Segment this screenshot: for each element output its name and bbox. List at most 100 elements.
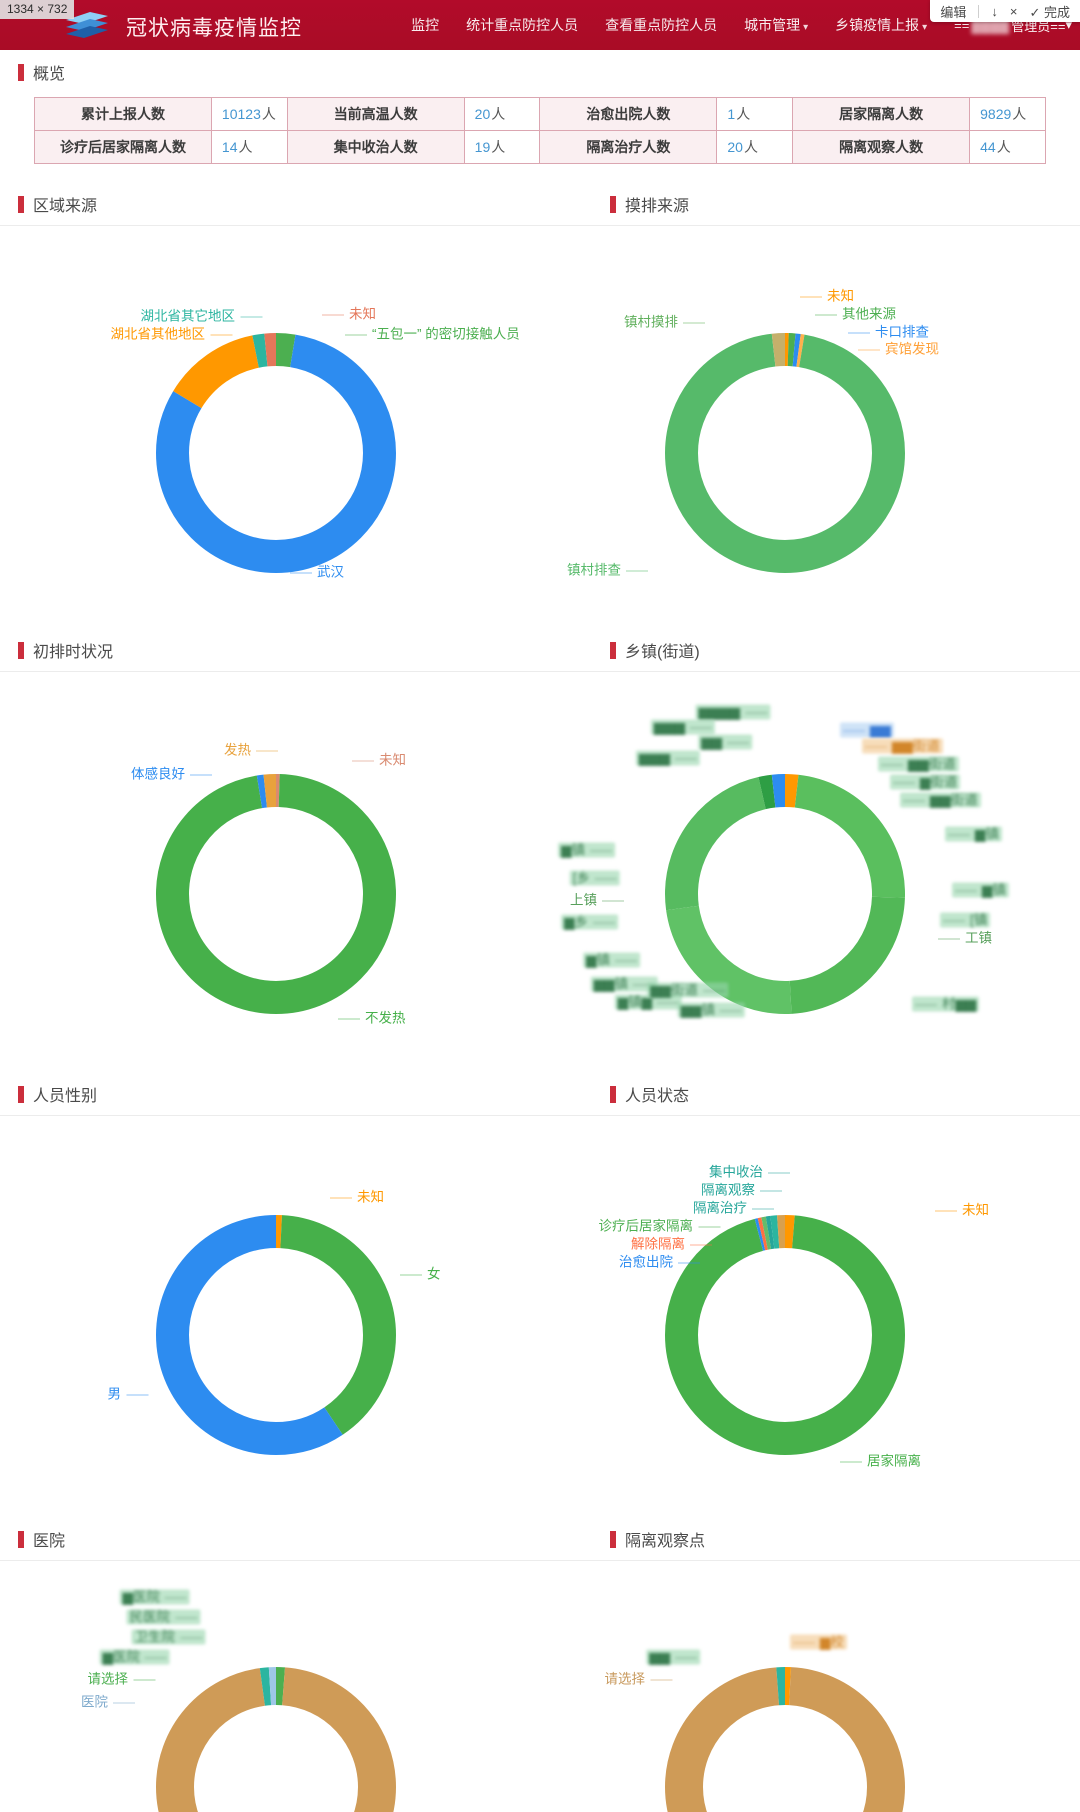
nav-item[interactable]: 监控 [411, 17, 440, 33]
chart-label: ▆镇 [583, 952, 640, 968]
close-button[interactable]: × [1009, 3, 1018, 19]
chart-label: 医院 [81, 1695, 135, 1710]
chart-label: “五包一” 的密切接触人员 [345, 327, 520, 342]
chevron-down-icon: ▾ [1065, 17, 1072, 32]
donut-chart-隔离观察点[interactable]: ▆▆ ▆校 请选择 [540, 1561, 1080, 1812]
chart-label: 湖北省其他地区 [111, 327, 233, 342]
chart-label: 集中收治 [709, 1165, 790, 1180]
section-title: 隔离观察点 [625, 1533, 706, 1550]
chart-label: ▆▆▆ [650, 719, 715, 735]
chart-label: 未知 [352, 753, 406, 768]
chart-label: 发热 [224, 743, 278, 758]
section-title: 医院 [33, 1533, 66, 1550]
section-bar [18, 641, 24, 659]
chart-label: ▆▆镇 [590, 976, 658, 992]
chart-label: ▆▆ [646, 1649, 700, 1665]
section-bar [610, 1085, 616, 1103]
donut-chart-医院[interactable]: ▆医院 民医院 卫生院 ▆医院 请选择 医院 [0, 1561, 540, 1812]
chart-row: ▆医院 民医院 卫生院 ▆医院 请选择 医院 ▆▆ ▆校 请选择 [0, 1561, 1080, 1812]
nav-item[interactable]: 城市管理 ▾ [744, 17, 809, 33]
edit-toolbar: 编辑 ↓ × ✓ 完成 [930, 0, 1080, 22]
section-title: 乡镇(街道) [625, 644, 700, 661]
donut-ring [156, 1215, 396, 1455]
stat-value: 20人 [463, 97, 541, 131]
chart-label: 未知 [800, 289, 854, 304]
chart-label: ▆街道 [890, 774, 961, 790]
donut-chart-人员性别[interactable]: 未知女男 [0, 1116, 540, 1499]
chart-label: 上镇 [570, 893, 624, 908]
section-header: 医院 [0, 1527, 540, 1551]
chart-label: 湖北省其它地区 [141, 309, 263, 324]
chart-label: ▆▆▆ [635, 750, 700, 766]
donut-ring [665, 1667, 905, 1812]
stat-value: 44人 [969, 130, 1046, 164]
section-title: 摸排来源 [625, 198, 690, 215]
chart-label: ▆医院 [99, 1649, 170, 1665]
stat-label: 累计上报人数 [34, 97, 212, 131]
stat-label: 当前高温人数 [286, 97, 465, 131]
chart-label: 隔离观察 [701, 1183, 782, 1198]
donut-chart-人员状态[interactable]: 集中收治 隔离观察 隔离治疗 诊疗后居家隔离 解除隔离 治愈出院 未知 居家隔离 [540, 1116, 1080, 1499]
charts-area: 区域来源 摸排来源 湖北省其它地区 湖北省其他地区 未知 “五包一” 的密切接触人员 武汉镇… [0, 192, 1080, 1812]
donut-chart-初排时状况[interactable]: 发热 体感良好 未知不发热 [0, 672, 540, 1054]
stat-label: 治愈出院人数 [539, 97, 718, 131]
chart-row: 发热 体感良好 未知 不发热 ▆▆▆▆ ▆▆▆ ▆▆ ▆▆▆ ▆▆ ▆▆街道 ▆▆街道 ▆街道 ▆▆街道… [0, 672, 1080, 1054]
overview-header: 概览 [18, 60, 1062, 84]
chart-label: 镇村摸排 [624, 315, 705, 330]
nav-item[interactable]: 乡镇疫情上报 ▾ [835, 17, 928, 33]
chart-label: ▆▆镇 [677, 1002, 745, 1018]
chart-label: 镇村排查 [567, 563, 648, 578]
section-title: 人员性别 [33, 1088, 98, 1105]
table-row: 累计上报人数 10123人 当前高温人数 20人 治愈出院人数 1人 居家隔离人数 9829人 [34, 97, 1046, 131]
chart-row: 湖北省其它地区 湖北省其他地区 未知 “五包一” 的密切接触人员 武汉 镇村摸排 未知 其他来… [0, 226, 1080, 610]
stat-value: 10123人 [210, 97, 288, 131]
section-header: 摸排来源 [540, 192, 1080, 216]
donut-chart-乡镇(街道)[interactable]: ▆▆▆▆ ▆▆▆ ▆▆ ▆▆▆ ▆▆ ▆▆街道 ▆▆街道 ▆街道 ▆▆街道 ▆镇 ▆镇 [镇 工镇 ▆镇[… [540, 672, 1080, 1054]
section-bar [18, 1530, 24, 1548]
section-header: 隔离观察点 [540, 1527, 1080, 1551]
edit-button[interactable]: 编辑 [940, 4, 967, 20]
donut-chart-区域来源[interactable]: 湖北省其它地区 湖北省其他地区 未知 “五包一” 的密切接触人员 武汉 [0, 226, 540, 610]
chart-label: ▆▆街道 [862, 738, 943, 754]
stat-label: 隔离治疗人数 [539, 130, 718, 164]
chart-row: 未知女男 集中收治 隔离观察 隔离治疗 诊疗后居家隔离 解除隔离 治愈出院 未知 居家隔离 [0, 1116, 1080, 1499]
image-size-badge: 1334 × 732 [0, 0, 75, 19]
chart-label: 居家隔离 [840, 1454, 921, 1469]
donut-ring [156, 333, 396, 573]
chart-label: ▆乡 [561, 914, 618, 930]
chart-label: 请选择 [88, 1672, 156, 1687]
chart-label: 不发热 [338, 1011, 406, 1026]
section-bar [18, 63, 24, 81]
chart-label: 体感良好 [131, 767, 212, 782]
chart-label: 村▆▆ [912, 996, 980, 1012]
donut-ring [665, 1215, 905, 1455]
donut-ring [665, 774, 905, 1014]
section-title: 人员状态 [625, 1088, 690, 1105]
download-button[interactable]: ↓ [991, 3, 998, 19]
chart-label: 女 [400, 1267, 441, 1282]
chart-label: ▆▆ [698, 734, 752, 750]
donut-chart-摸排来源[interactable]: 镇村摸排 未知 其他来源 卡口排查 宾馆发现 镇村排查 [540, 226, 1080, 610]
section-header: 人员状态 [540, 1082, 1080, 1106]
chevron-down-icon: ▾ [803, 22, 809, 33]
chart-label: 未知 [330, 1190, 384, 1205]
chart-label: ▆▆街道 [878, 756, 959, 772]
stat-value: 14人 [210, 130, 288, 164]
nav-item[interactable]: 查看重点防控人员 [605, 17, 718, 33]
overview-table-body: 累计上报人数 10123人 当前高温人数 20人 治愈出院人数 1人 居家隔离人数 9829人… [34, 97, 1046, 164]
chart-label: 工镇 [938, 931, 992, 946]
done-button[interactable]: ✓ 完成 [1029, 4, 1070, 20]
chart-label: 未知 [935, 1203, 989, 1218]
section-bar [18, 195, 24, 213]
section-header-row: 人员性别 人员状态 [0, 1082, 1080, 1116]
section-header: 人员性别 [0, 1082, 540, 1106]
section-header: 区域来源 [0, 192, 540, 216]
chart-label: [乡 [569, 870, 620, 886]
stat-value: 9829人 [969, 97, 1046, 131]
chart-label: 卫生院 [131, 1629, 205, 1645]
section-header-row: 医院 隔离观察点 [0, 1527, 1080, 1561]
nav-item[interactable]: 统计重点防控人员 [466, 17, 579, 33]
chart-label: ▆镇 [945, 826, 1002, 842]
section-title: 初排时状况 [33, 644, 114, 661]
chart-label: ▆医院 [119, 1589, 190, 1605]
